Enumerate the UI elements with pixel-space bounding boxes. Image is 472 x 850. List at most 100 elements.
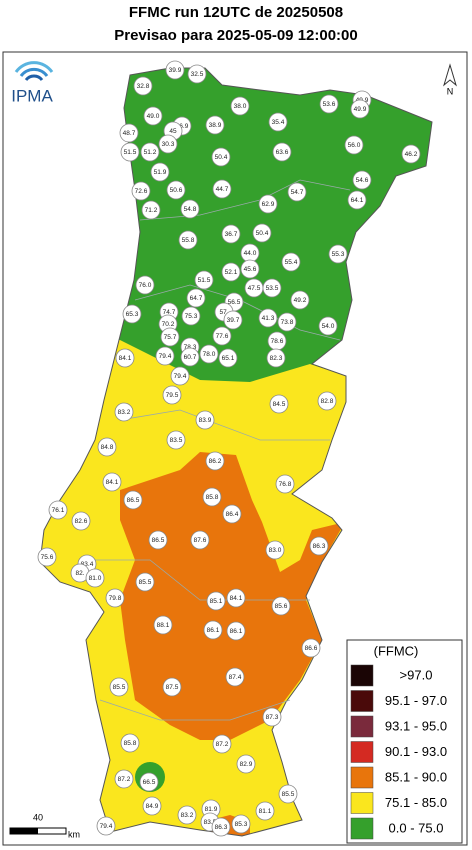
station-value: 79.5 bbox=[166, 392, 179, 399]
station: 79.5 bbox=[162, 385, 182, 405]
station-value: 86.1 bbox=[207, 627, 220, 634]
legend-swatch bbox=[350, 766, 374, 789]
station-value: 51.9 bbox=[154, 169, 167, 176]
station-value: 83.0 bbox=[269, 547, 282, 554]
station-value: 44.0 bbox=[244, 250, 257, 257]
station-marker bbox=[212, 326, 232, 346]
station-marker bbox=[135, 275, 155, 295]
station: 30.3 bbox=[158, 134, 178, 154]
station-value: 75.3 bbox=[185, 313, 198, 320]
legend-label: 90.1 - 93.0 bbox=[385, 744, 447, 759]
station: 78.0 bbox=[199, 344, 219, 364]
station: 85.8 bbox=[120, 733, 140, 753]
station-marker bbox=[271, 596, 291, 616]
subtitle: Previsao para 2025-05-09 12:00:00 bbox=[114, 27, 358, 44]
station-value: 85.1 bbox=[210, 598, 223, 605]
station-value: 32.8 bbox=[137, 83, 150, 90]
station-marker bbox=[221, 262, 241, 282]
station: 85.5 bbox=[135, 572, 155, 592]
station: 32.8 bbox=[133, 76, 153, 96]
station-value: 86.6 bbox=[305, 645, 318, 652]
station: 47.5 bbox=[244, 278, 264, 298]
station: 85.3 bbox=[231, 814, 251, 834]
station-value: 63.6 bbox=[276, 149, 289, 156]
station-marker bbox=[115, 348, 135, 368]
station-value: 38.0 bbox=[234, 103, 247, 110]
station-value: 85.8 bbox=[206, 494, 219, 501]
station-value: 79.4 bbox=[100, 823, 113, 830]
station: 71.2 bbox=[141, 200, 161, 220]
station-marker bbox=[166, 180, 186, 200]
station-marker bbox=[114, 402, 134, 422]
station-marker bbox=[155, 346, 175, 366]
station: 54.7 bbox=[287, 182, 307, 202]
station-marker bbox=[135, 572, 155, 592]
station-marker bbox=[150, 162, 170, 182]
station: 82.8 bbox=[317, 391, 337, 411]
station-value: 49.0 bbox=[147, 113, 160, 120]
station-marker bbox=[301, 638, 321, 658]
station-value: 52.1 bbox=[225, 269, 238, 276]
station-value: 85.5 bbox=[282, 791, 295, 798]
legend-swatch bbox=[350, 664, 374, 687]
station-marker bbox=[287, 182, 307, 202]
station: 72.6 bbox=[131, 181, 151, 201]
legend-label: 85.1 - 90.0 bbox=[385, 769, 447, 784]
station-value: 76.1 bbox=[52, 507, 65, 514]
station-marker bbox=[328, 244, 348, 264]
station: 62.9 bbox=[258, 194, 278, 214]
station-marker bbox=[225, 667, 245, 687]
station: 87.4 bbox=[225, 667, 245, 687]
station-value: 82.9 bbox=[240, 761, 253, 768]
station-value: 85.5 bbox=[139, 579, 152, 586]
station-marker bbox=[97, 437, 117, 457]
station: 66.5 bbox=[139, 772, 159, 792]
station-value: 53.5 bbox=[266, 285, 279, 292]
map-frame bbox=[2, 51, 468, 846]
station: 79.4 bbox=[155, 346, 175, 366]
station-value: 83.2 bbox=[118, 409, 131, 416]
station-value: 50.6 bbox=[170, 187, 183, 194]
station-value: 65.1 bbox=[222, 355, 235, 362]
station-value: 54.0 bbox=[322, 323, 335, 330]
station-marker bbox=[166, 430, 186, 450]
station: 86.5 bbox=[123, 490, 143, 510]
station: 86.4 bbox=[222, 504, 242, 524]
station-marker bbox=[177, 805, 197, 825]
station-value: 82.8 bbox=[321, 398, 334, 405]
station-marker bbox=[240, 259, 260, 279]
legend-label: 93.1 - 95.0 bbox=[385, 718, 447, 733]
station-value: 54.6 bbox=[356, 177, 369, 184]
legend-label: 0.0 - 75.0 bbox=[389, 820, 444, 835]
station-value: 84.1 bbox=[230, 595, 243, 602]
station-marker bbox=[255, 801, 275, 821]
station: 82.6 bbox=[71, 511, 91, 531]
station-value: 35.4 bbox=[272, 119, 285, 126]
logo-text: IPMA bbox=[11, 86, 53, 105]
station-value: 86.1 bbox=[230, 628, 243, 635]
station-marker bbox=[318, 316, 338, 336]
station-value: 50.4 bbox=[256, 230, 269, 237]
station-value: 86.3 bbox=[313, 543, 326, 550]
station-marker bbox=[221, 224, 241, 244]
station: 86.2 bbox=[205, 451, 225, 471]
station-value: 41.3 bbox=[262, 315, 275, 322]
station: 64.7 bbox=[186, 288, 206, 308]
station: 44.7 bbox=[212, 179, 232, 199]
legend-swatch bbox=[350, 792, 374, 814]
station: 87.2 bbox=[212, 734, 232, 754]
station-value: 49.9 bbox=[354, 106, 367, 113]
station-marker bbox=[199, 344, 219, 364]
station-marker bbox=[160, 327, 180, 347]
station: 79.4 bbox=[170, 366, 190, 386]
station-value: 82.6 bbox=[75, 518, 88, 525]
station-value: 79.4 bbox=[174, 373, 187, 380]
station-marker bbox=[347, 190, 367, 210]
station: 78.6 bbox=[267, 331, 287, 351]
station: 36.7 bbox=[221, 224, 241, 244]
station-value: 87.2 bbox=[118, 776, 131, 783]
station-marker bbox=[114, 769, 134, 789]
station: 51.5 bbox=[194, 270, 214, 290]
station-marker bbox=[194, 270, 214, 290]
station: 87.2 bbox=[114, 769, 134, 789]
